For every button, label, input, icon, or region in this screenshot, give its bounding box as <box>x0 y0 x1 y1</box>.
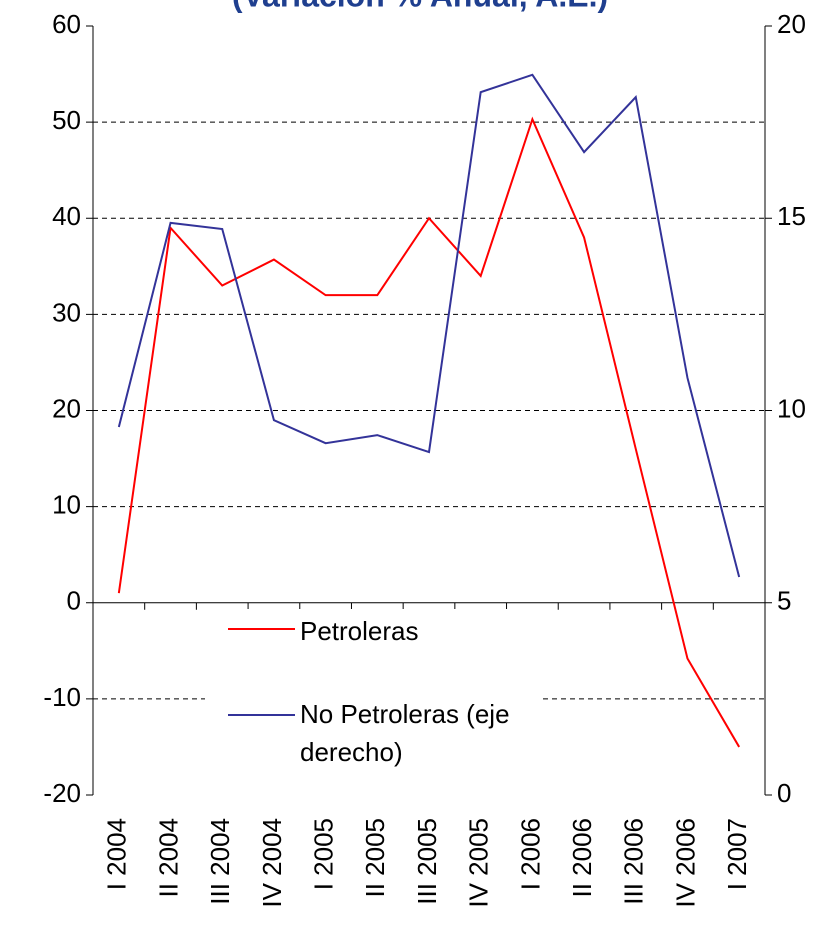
y2-tick-label: 20 <box>777 9 806 39</box>
y2-tick-label: 15 <box>777 201 806 231</box>
x-tick-label: II 2005 <box>360 818 390 898</box>
legend-label: Petroleras <box>300 616 419 646</box>
y-tick-label: 30 <box>52 297 81 327</box>
x-tick-label: I 2007 <box>722 818 752 890</box>
y-tick-label: 10 <box>52 490 81 520</box>
y2-tick-label: 5 <box>777 586 791 616</box>
legend-swatch <box>228 714 295 716</box>
x-tick-label: I 2006 <box>515 818 545 890</box>
y2-tick-label: 10 <box>777 393 806 423</box>
x-tick-label: IV 2006 <box>670 818 700 908</box>
series-line <box>117 73 741 578</box>
x-tick-label: I 2004 <box>102 818 132 890</box>
y-tick-label: -20 <box>43 778 81 808</box>
y-tick-label: 40 <box>52 201 81 231</box>
x-tick-label: II 2006 <box>567 818 597 898</box>
chart-title: (Variación % Anual, A.E.) <box>232 0 608 13</box>
legend-label: No Petroleras (eje derecho) <box>300 699 510 767</box>
y-tick-label: 60 <box>52 9 81 39</box>
x-tick-label: I 2005 <box>308 818 338 890</box>
y2-tick-label: 0 <box>777 778 791 808</box>
x-tick-label: III 2006 <box>619 818 649 905</box>
x-tick-label: II 2004 <box>153 818 183 898</box>
y-tick-label: -10 <box>43 682 81 712</box>
legend-swatch <box>228 628 295 630</box>
series-line <box>117 116 741 748</box>
legend <box>205 609 543 785</box>
y-tick-label: 50 <box>52 105 81 135</box>
x-tick-label: III 2005 <box>412 818 442 905</box>
y-tick-label: 20 <box>52 393 81 423</box>
x-tick-label: IV 2004 <box>257 818 287 908</box>
x-tick-label: IV 2005 <box>464 818 494 908</box>
x-tick-label: III 2004 <box>205 818 235 905</box>
y-tick-label: 0 <box>67 586 81 616</box>
